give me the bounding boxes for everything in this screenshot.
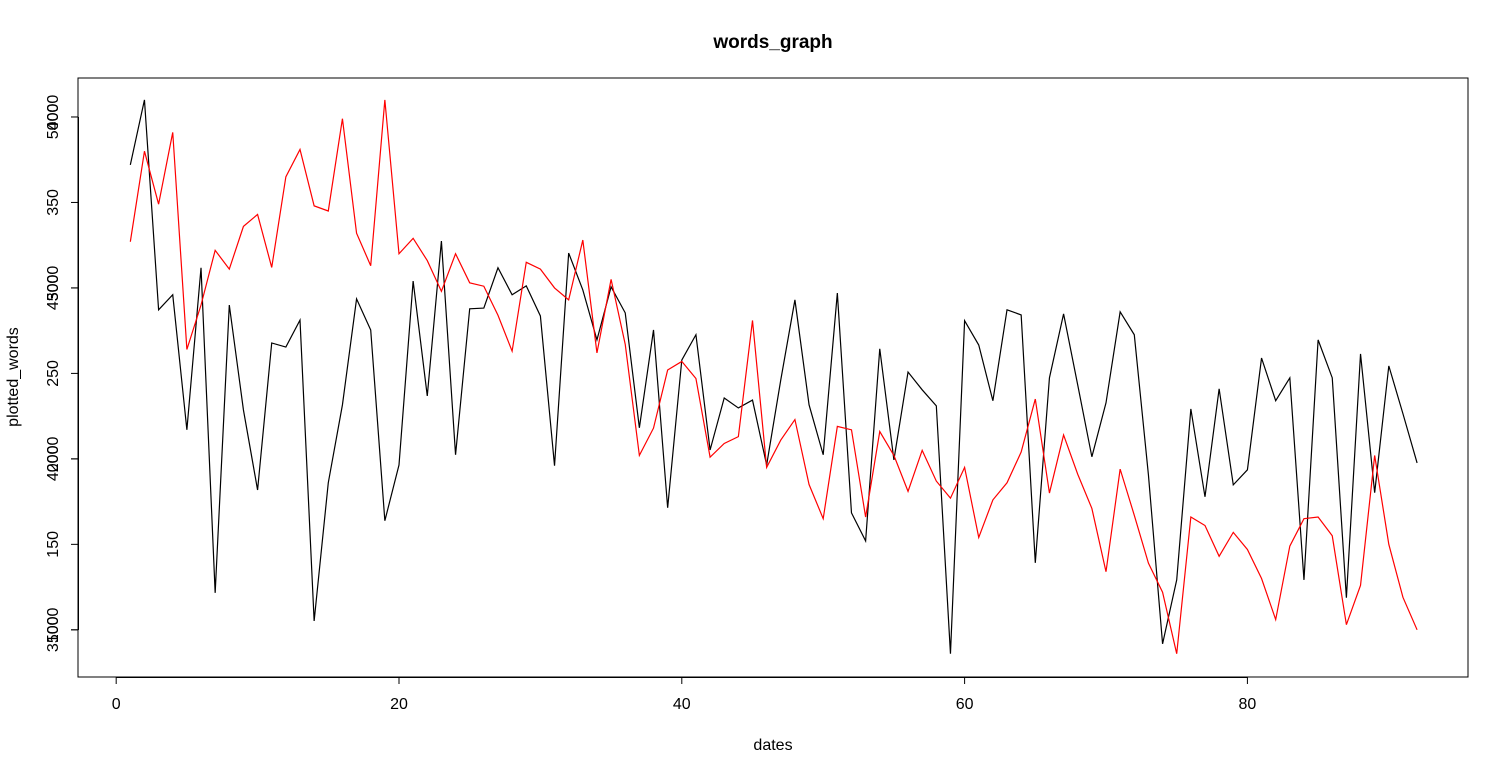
x-axis-label: dates <box>753 737 792 754</box>
x-tick-label: 20 <box>390 696 408 713</box>
y-axis-label: plotted_words <box>5 327 22 427</box>
y-tick-label: 50000 <box>45 95 62 140</box>
data-line <box>129 99 1418 654</box>
chart-title: words_graph <box>712 32 832 53</box>
y-tick-label: 200 <box>45 445 62 472</box>
y-tick-label: 300 <box>45 274 62 301</box>
y-tick-label: 45000 <box>45 266 62 311</box>
y-tick-label: 250 <box>45 360 62 387</box>
y-tick-label: 40000 <box>45 437 62 482</box>
y-tick-label: 100 <box>45 616 62 643</box>
x-tick-label: 60 <box>956 696 974 713</box>
data-line <box>129 99 1418 654</box>
y-tick-label: 350 <box>45 189 62 216</box>
x-tick-label: 40 <box>673 696 691 713</box>
x-tick-label: 80 <box>1239 696 1257 713</box>
y-tick-label: 150 <box>45 531 62 558</box>
y-tick-label: 400 <box>45 104 62 131</box>
y-tick-label: 35000 <box>45 607 62 652</box>
x-tick-label: 0 <box>112 696 121 713</box>
